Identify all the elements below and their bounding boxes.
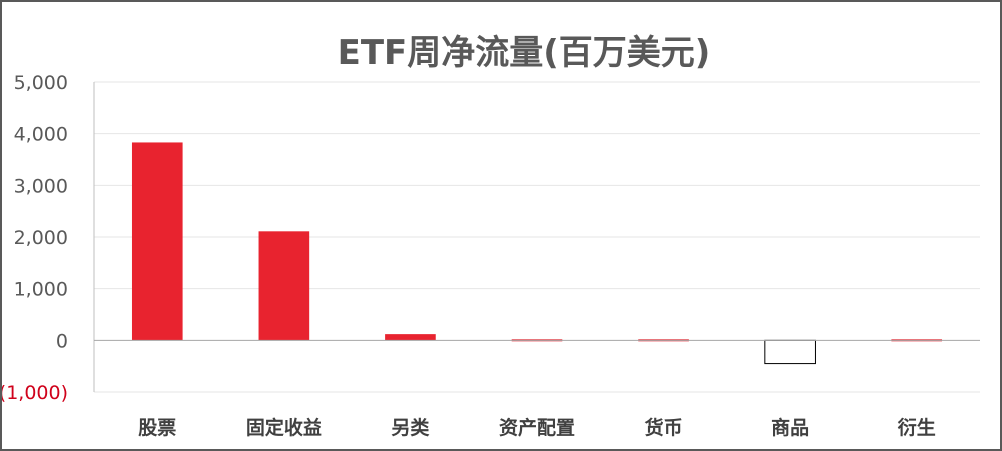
- x-tick-label: 商品: [771, 416, 809, 439]
- y-tick-label: (1,000): [2, 382, 68, 404]
- y-tick-label: 3,000: [14, 175, 68, 197]
- bar: [131, 142, 183, 341]
- y-axis-ticks: 5,000 4,000 3,000 2,000 1,000 0 (1,000): [2, 72, 68, 404]
- bar: [764, 339, 816, 365]
- bar: [258, 231, 310, 341]
- x-tick-label: 货币: [645, 416, 683, 439]
- x-tick-label: 资产配置: [499, 416, 575, 439]
- y-tick-label: 1,000: [14, 279, 68, 301]
- x-axis-ticks: 股票 固定收益 另类 资产配置 货币 商品 衍生: [138, 416, 935, 439]
- bars: [131, 142, 943, 365]
- x-tick-label: 股票: [138, 417, 176, 439]
- x-tick-label: 衍生: [897, 416, 936, 439]
- axes: [93, 82, 980, 392]
- bar: [385, 334, 436, 341]
- y-tick-label: 2,000: [14, 227, 68, 249]
- y-tick-label: 0: [56, 330, 68, 352]
- gridlines: [94, 81, 980, 393]
- x-tick-label: 固定收益: [246, 416, 322, 439]
- y-tick-label: 4,000: [14, 124, 68, 146]
- y-tick-label: 5,000: [14, 72, 68, 94]
- x-tick-label: 另类: [391, 416, 429, 439]
- chart-title: ETF周净流量(百万美元): [338, 33, 711, 73]
